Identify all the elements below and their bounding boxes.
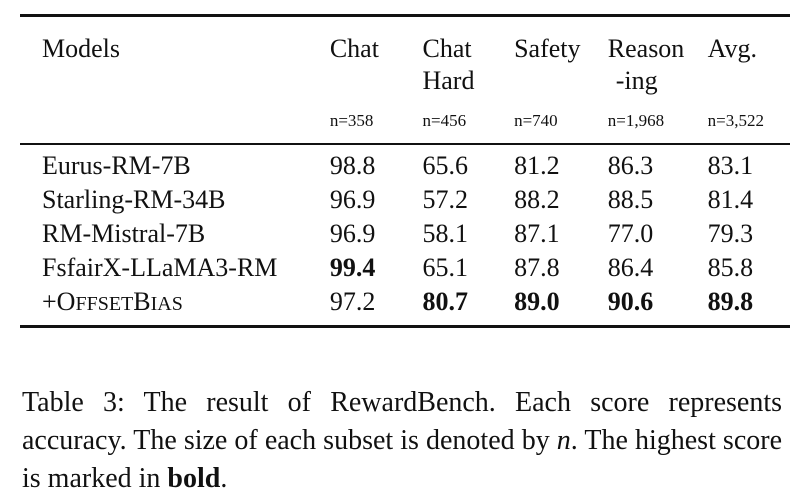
header-chat-hard: Chat Hard	[422, 17, 514, 97]
table-row: Starling-RM-34B 96.9 57.2 88.2 88.5 81.4	[20, 183, 790, 217]
score-safety: 87.1	[514, 218, 560, 248]
score-safety: 89.0	[514, 286, 560, 316]
score-reasoning: 88.5	[607, 184, 654, 214]
subset-size-reasoning: n=1,968	[607, 111, 665, 130]
score-chat: 97.2	[329, 286, 376, 316]
table-caption: Table 3: The result of RewardBench. Each…	[22, 387, 783, 494]
results-table: Models Chat Chat Hard Safety Reason -ing…	[20, 17, 790, 143]
table-row: FsfairX-LLaMA3-RM 99.4 65.1 87.8 86.4 85…	[20, 251, 790, 285]
score-avg: 79.3	[707, 218, 754, 248]
score-chat-hard: 80.7	[422, 286, 468, 316]
header-chat: Chat	[329, 34, 379, 63]
subset-size-chat: n=358	[329, 111, 374, 130]
subset-size-row: n=358 n=456 n=740 n=1,968 n=3,522	[20, 97, 790, 143]
header-reasoning: Reason -ing	[608, 17, 708, 97]
score-safety: 81.2	[514, 150, 560, 180]
score-safety: 88.2	[514, 184, 560, 214]
mid-rule	[20, 143, 790, 145]
model-name: RM-Mistral-7B	[42, 218, 206, 248]
score-chat-hard: 65.6	[422, 150, 468, 180]
header-row: Models Chat Chat Hard Safety Reason -ing…	[20, 17, 790, 97]
score-avg: 89.8	[707, 286, 754, 316]
header-chat-hard-line1: Chat	[422, 34, 472, 63]
subset-size-safety: n=740	[514, 111, 558, 130]
score-chat: 99.4	[329, 252, 376, 282]
score-reasoning: 77.0	[607, 218, 654, 248]
score-reasoning: 90.6	[607, 286, 654, 316]
table-row: RM-Mistral-7B 96.9 58.1 87.1 77.0 79.3	[20, 217, 790, 251]
model-name-offsetbias: +OFFSETBIAS	[42, 286, 183, 316]
model-name: FsfairX-LLaMA3-RM	[42, 252, 278, 282]
score-reasoning: 86.4	[607, 252, 654, 282]
header-models: Models	[42, 34, 120, 63]
model-name: Eurus-RM-7B	[42, 150, 191, 180]
score-avg: 85.8	[707, 252, 754, 282]
header-chat-hard-line2: Hard	[422, 66, 475, 95]
results-table-container: Models Chat Chat Hard Safety Reason -ing…	[20, 14, 790, 328]
header-reasoning-line1: Reason	[607, 34, 685, 63]
score-avg: 81.4	[707, 184, 754, 214]
score-chat: 96.9	[329, 184, 376, 214]
subset-size-avg: n=3,522	[707, 111, 764, 130]
score-chat-hard: 57.2	[422, 184, 468, 214]
results-table-body: Eurus-RM-7B 98.8 65.6 81.2 86.3 83.1 Sta…	[20, 145, 790, 325]
score-reasoning: 86.3	[607, 150, 654, 180]
score-avg: 83.1	[707, 150, 754, 180]
score-chat-hard: 58.1	[422, 218, 468, 248]
score-safety: 87.8	[514, 252, 560, 282]
header-avg: Avg.	[707, 34, 757, 63]
table-row: Eurus-RM-7B 98.8 65.6 81.2 86.3 83.1	[20, 145, 790, 183]
score-chat: 98.8	[329, 150, 376, 180]
model-name: Starling-RM-34B	[42, 184, 226, 214]
score-chat: 96.9	[329, 218, 376, 248]
header-safety: Safety	[514, 34, 581, 63]
subset-size-chat-hard: n=456	[422, 111, 467, 130]
table-row: +OFFSETBIAS 97.2 80.7 89.0 90.6 89.8	[20, 285, 790, 325]
bottom-rule	[20, 324, 790, 328]
header-reasoning-line2: -ing	[615, 66, 658, 95]
score-chat-hard: 65.1	[422, 252, 468, 282]
top-rule	[20, 14, 790, 17]
